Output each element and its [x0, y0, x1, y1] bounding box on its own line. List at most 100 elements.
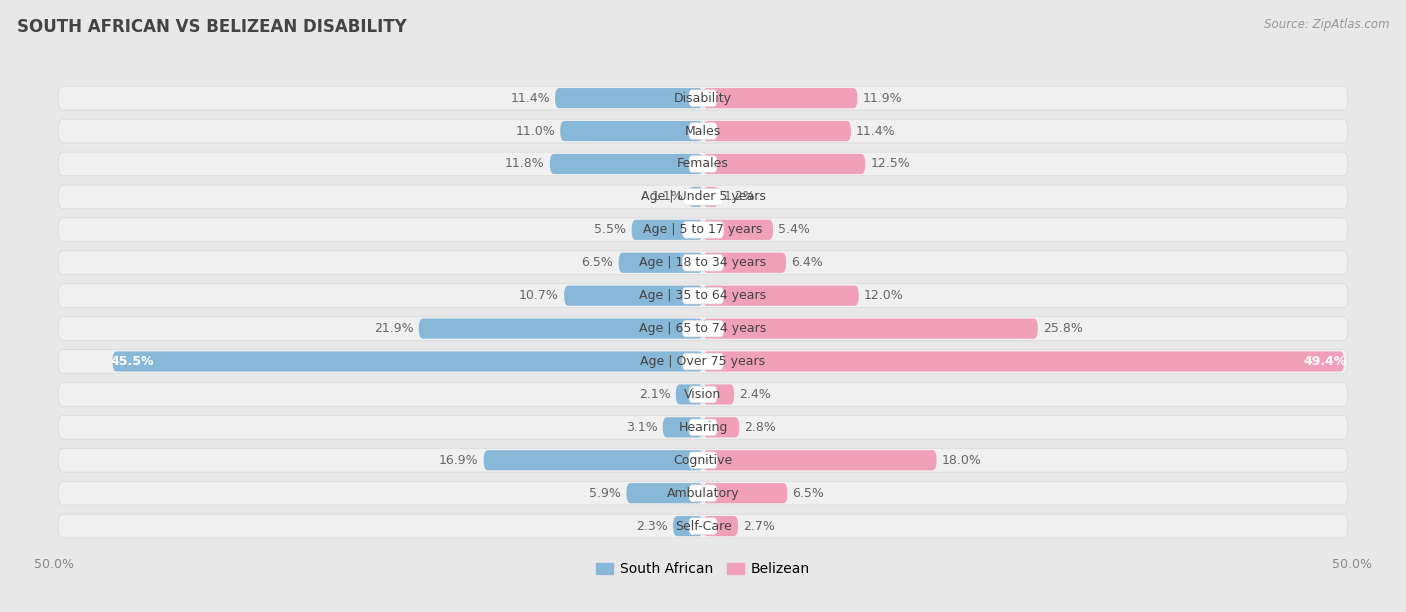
FancyBboxPatch shape: [703, 253, 786, 273]
Text: 11.0%: 11.0%: [515, 125, 555, 138]
FancyBboxPatch shape: [682, 320, 724, 337]
FancyBboxPatch shape: [676, 384, 703, 405]
FancyBboxPatch shape: [58, 349, 1348, 373]
Text: Disability: Disability: [673, 92, 733, 105]
Text: 49.4%: 49.4%: [1303, 355, 1347, 368]
FancyBboxPatch shape: [703, 154, 865, 174]
FancyBboxPatch shape: [689, 518, 717, 534]
FancyBboxPatch shape: [689, 155, 717, 172]
FancyBboxPatch shape: [703, 187, 718, 207]
Text: 16.9%: 16.9%: [439, 453, 478, 467]
Text: 12.0%: 12.0%: [863, 289, 904, 302]
FancyBboxPatch shape: [58, 481, 1348, 505]
Text: Age | Over 75 years: Age | Over 75 years: [641, 355, 765, 368]
FancyBboxPatch shape: [689, 452, 717, 469]
Text: 2.1%: 2.1%: [638, 388, 671, 401]
Text: Hearing: Hearing: [678, 421, 728, 434]
FancyBboxPatch shape: [689, 386, 717, 403]
FancyBboxPatch shape: [703, 516, 738, 536]
FancyBboxPatch shape: [689, 123, 717, 140]
Text: 6.4%: 6.4%: [792, 256, 823, 269]
Text: 2.3%: 2.3%: [636, 520, 668, 532]
Text: SOUTH AFRICAN VS BELIZEAN DISABILITY: SOUTH AFRICAN VS BELIZEAN DISABILITY: [17, 18, 406, 36]
Text: Age | 5 to 17 years: Age | 5 to 17 years: [644, 223, 762, 236]
FancyBboxPatch shape: [58, 514, 1348, 538]
FancyBboxPatch shape: [682, 222, 724, 238]
Text: 5.4%: 5.4%: [779, 223, 810, 236]
Text: 2.8%: 2.8%: [745, 421, 776, 434]
Text: 12.5%: 12.5%: [870, 157, 910, 171]
FancyBboxPatch shape: [484, 450, 703, 471]
FancyBboxPatch shape: [58, 317, 1348, 340]
Legend: South African, Belizean: South African, Belizean: [591, 557, 815, 582]
Text: Cognitive: Cognitive: [673, 453, 733, 467]
FancyBboxPatch shape: [58, 119, 1348, 143]
Text: 11.4%: 11.4%: [856, 125, 896, 138]
FancyBboxPatch shape: [673, 516, 703, 536]
Text: 6.5%: 6.5%: [793, 487, 824, 499]
FancyBboxPatch shape: [627, 483, 703, 503]
FancyBboxPatch shape: [58, 152, 1348, 176]
FancyBboxPatch shape: [58, 251, 1348, 275]
Text: Age | Under 5 years: Age | Under 5 years: [641, 190, 765, 203]
Text: 11.4%: 11.4%: [510, 92, 550, 105]
Text: 1.1%: 1.1%: [652, 190, 683, 203]
FancyBboxPatch shape: [682, 255, 724, 271]
Text: Age | 18 to 34 years: Age | 18 to 34 years: [640, 256, 766, 269]
FancyBboxPatch shape: [58, 284, 1348, 307]
Text: 18.0%: 18.0%: [942, 453, 981, 467]
FancyBboxPatch shape: [419, 318, 703, 338]
FancyBboxPatch shape: [58, 185, 1348, 209]
FancyBboxPatch shape: [550, 154, 703, 174]
FancyBboxPatch shape: [703, 483, 787, 503]
FancyBboxPatch shape: [682, 188, 724, 205]
Text: Ambulatory: Ambulatory: [666, 487, 740, 499]
FancyBboxPatch shape: [689, 419, 717, 436]
Text: Males: Males: [685, 125, 721, 138]
Text: 10.7%: 10.7%: [519, 289, 560, 302]
Text: 11.8%: 11.8%: [505, 157, 544, 171]
Text: 11.9%: 11.9%: [863, 92, 903, 105]
FancyBboxPatch shape: [619, 253, 703, 273]
FancyBboxPatch shape: [703, 88, 858, 108]
Text: 1.2%: 1.2%: [724, 190, 755, 203]
FancyBboxPatch shape: [703, 220, 773, 240]
FancyBboxPatch shape: [564, 286, 703, 306]
FancyBboxPatch shape: [682, 353, 724, 370]
Text: 5.9%: 5.9%: [589, 487, 621, 499]
FancyBboxPatch shape: [58, 449, 1348, 472]
Text: Source: ZipAtlas.com: Source: ZipAtlas.com: [1264, 18, 1389, 31]
FancyBboxPatch shape: [58, 218, 1348, 242]
FancyBboxPatch shape: [682, 288, 724, 304]
Text: 21.9%: 21.9%: [374, 322, 413, 335]
FancyBboxPatch shape: [58, 382, 1348, 406]
Text: 2.4%: 2.4%: [740, 388, 770, 401]
FancyBboxPatch shape: [689, 90, 717, 106]
FancyBboxPatch shape: [631, 220, 703, 240]
Text: Vision: Vision: [685, 388, 721, 401]
FancyBboxPatch shape: [703, 351, 1344, 371]
FancyBboxPatch shape: [703, 286, 859, 306]
Text: 5.5%: 5.5%: [595, 223, 627, 236]
FancyBboxPatch shape: [662, 417, 703, 438]
FancyBboxPatch shape: [112, 351, 703, 371]
Text: Females: Females: [678, 157, 728, 171]
FancyBboxPatch shape: [703, 450, 936, 471]
Text: 3.1%: 3.1%: [626, 421, 658, 434]
FancyBboxPatch shape: [703, 121, 851, 141]
FancyBboxPatch shape: [58, 416, 1348, 439]
Text: 45.5%: 45.5%: [110, 355, 153, 368]
Text: Self-Care: Self-Care: [675, 520, 731, 532]
FancyBboxPatch shape: [689, 485, 717, 501]
Text: Age | 35 to 64 years: Age | 35 to 64 years: [640, 289, 766, 302]
FancyBboxPatch shape: [560, 121, 703, 141]
Text: 6.5%: 6.5%: [582, 256, 613, 269]
FancyBboxPatch shape: [689, 187, 703, 207]
FancyBboxPatch shape: [58, 86, 1348, 110]
Text: 2.7%: 2.7%: [744, 520, 775, 532]
FancyBboxPatch shape: [555, 88, 703, 108]
FancyBboxPatch shape: [703, 384, 734, 405]
FancyBboxPatch shape: [703, 417, 740, 438]
Text: Age | 65 to 74 years: Age | 65 to 74 years: [640, 322, 766, 335]
FancyBboxPatch shape: [703, 318, 1038, 338]
